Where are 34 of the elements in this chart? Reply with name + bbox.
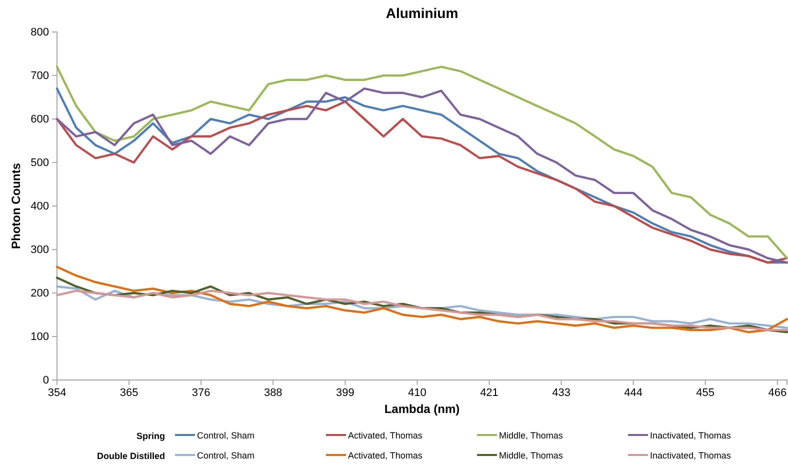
y-tick-label: 500 bbox=[30, 157, 49, 170]
legend-label: Control, Sham bbox=[197, 430, 255, 440]
x-tick-label: 365 bbox=[120, 386, 138, 399]
legend-label: Middle, Thomas bbox=[499, 430, 564, 440]
legend-label: Control, Sham bbox=[197, 450, 255, 460]
x-tick-label: 354 bbox=[48, 386, 66, 399]
y-tick-label: 300 bbox=[30, 244, 49, 256]
x-tick-label: 376 bbox=[192, 386, 210, 399]
legend-label: Middle, Thomas bbox=[499, 450, 564, 460]
x-tick-label: 399 bbox=[336, 386, 354, 399]
y-tick-label: 200 bbox=[30, 288, 49, 300]
y-tick-label: 800 bbox=[30, 26, 49, 39]
y-tick-label: 100 bbox=[30, 331, 49, 344]
line-series bbox=[56, 266, 788, 334]
x-tick-label: 444 bbox=[624, 386, 642, 399]
x-tick-label: 433 bbox=[552, 386, 570, 399]
chart-title: Aluminium bbox=[386, 5, 458, 21]
x-tick-label: 455 bbox=[696, 386, 715, 399]
y-tick-label: 0 bbox=[42, 374, 49, 387]
y-tick-label: 700 bbox=[30, 70, 49, 82]
legend-label: Inactivated, Thomas bbox=[650, 450, 732, 460]
legend-label: Inactivated, Thomas bbox=[650, 430, 732, 440]
x-tick-label: 388 bbox=[264, 386, 282, 399]
y-axis-title: Photon Counts bbox=[9, 162, 23, 249]
y-tick-label: 400 bbox=[30, 200, 49, 213]
x-axis-title: Lambda (nm) bbox=[384, 402, 460, 416]
text: Spring bbox=[136, 431, 165, 441]
legend-label: Activated, Thomas bbox=[348, 430, 423, 440]
text: Double Distilled bbox=[96, 451, 165, 461]
x-tick-label: 466 bbox=[768, 386, 787, 399]
x-tick-label: 410 bbox=[408, 386, 426, 399]
y-tick-label: 600 bbox=[30, 114, 49, 126]
x-tick-label: 421 bbox=[480, 386, 498, 399]
legend-label: Activated, Thomas bbox=[348, 450, 423, 460]
